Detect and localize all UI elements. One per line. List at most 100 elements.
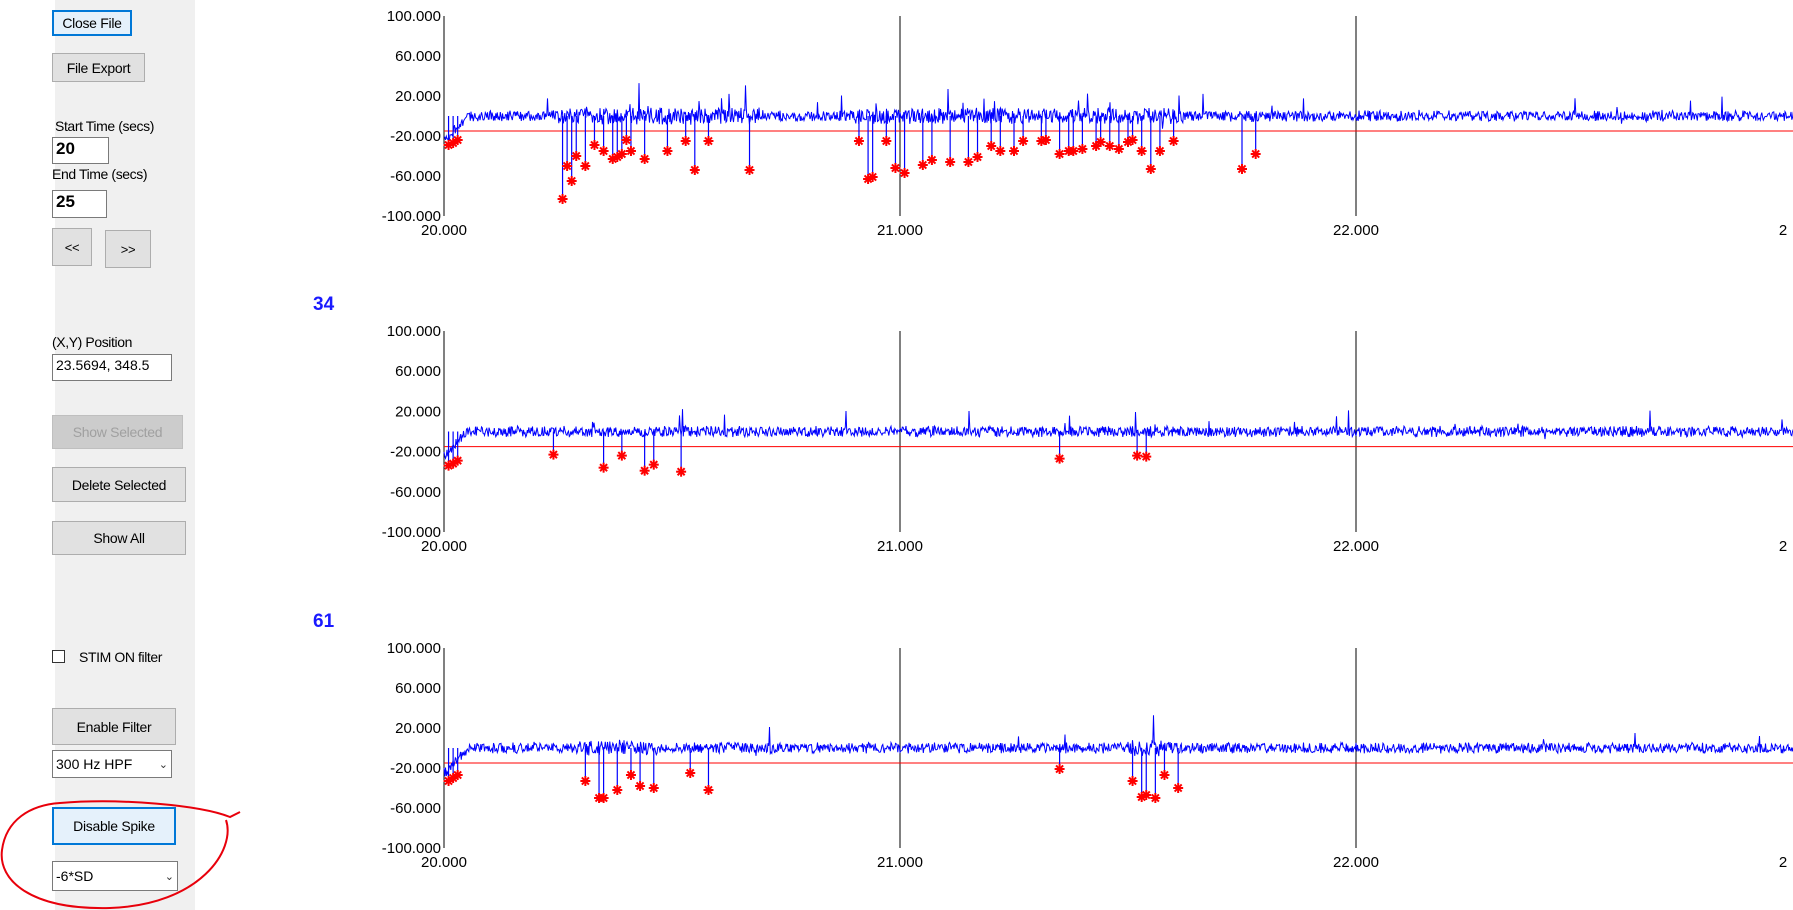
spike-marker[interactable] (616, 149, 627, 159)
spike-marker[interactable] (635, 781, 646, 791)
spike-marker[interactable] (598, 462, 609, 473)
spike-marker[interactable] (625, 146, 636, 156)
spike-marker[interactable] (443, 140, 454, 150)
close-file-button[interactable]: Close File (52, 10, 132, 36)
spike-marker[interactable] (562, 161, 573, 171)
spike-marker[interactable] (676, 466, 687, 477)
y-tick-label: 60.000 (395, 48, 441, 65)
spike-marker[interactable] (1154, 146, 1165, 156)
spike-marker[interactable] (853, 136, 864, 146)
file-export-button[interactable]: File Export (52, 53, 145, 82)
spike-marker[interactable] (648, 783, 659, 793)
spike-marker[interactable] (452, 770, 463, 780)
spike-marker[interactable] (945, 157, 956, 167)
spike-marker[interactable] (625, 770, 636, 780)
spike-marker[interactable] (995, 146, 1006, 156)
spike-marker[interactable] (580, 161, 591, 171)
plot-channel-34[interactable]: 34 100.000 60.000 20.000 -20.000 -60.000 -100.… (313, 294, 1793, 555)
spike-marker[interactable] (986, 141, 997, 151)
spike-marker[interactable] (881, 136, 892, 146)
spike-marker[interactable] (689, 165, 700, 175)
spike-marker[interactable] (685, 768, 696, 778)
spike-marker[interactable] (1054, 149, 1065, 159)
spike-marker[interactable] (580, 776, 591, 786)
spike-marker[interactable] (1141, 790, 1152, 800)
spike-marker[interactable] (1040, 135, 1051, 145)
spike-marker[interactable] (744, 165, 755, 175)
spike-marker[interactable] (1173, 783, 1184, 793)
spike-marker[interactable] (963, 157, 974, 167)
show-all-button[interactable]: Show All (52, 521, 186, 555)
spike-marker[interactable] (566, 176, 577, 186)
x-tick-label: 20.000 (421, 222, 467, 239)
spike-marker[interactable] (1068, 146, 1079, 156)
spike-marker[interactable] (1054, 453, 1065, 464)
spike-marker[interactable] (612, 785, 623, 795)
spike-marker[interactable] (703, 136, 714, 146)
spike-marker[interactable] (548, 449, 559, 460)
chevron-down-icon: ⌄ (158, 758, 168, 771)
spike-marker[interactable] (1150, 793, 1161, 803)
spike-marker[interactable] (616, 450, 627, 461)
plot-channel-top[interactable]: 100.000 60.000 20.000 -20.000 -60.000 -100.00… (382, 8, 1793, 239)
end-time-label: End Time (secs) (52, 166, 148, 182)
show-selected-button[interactable]: Show Selected (52, 415, 183, 449)
spike-marker[interactable] (1018, 136, 1029, 146)
spike-marker[interactable] (598, 146, 609, 156)
spike-marker[interactable] (972, 152, 983, 162)
spike-marker[interactable] (639, 465, 650, 476)
spike-marker[interactable] (1132, 450, 1143, 461)
spike-marker[interactable] (1159, 770, 1170, 780)
delete-selected-button[interactable]: Delete Selected (52, 467, 186, 502)
spike-marker[interactable] (1127, 776, 1138, 786)
spike-marker[interactable] (1136, 146, 1147, 156)
spike-marker[interactable] (1250, 149, 1261, 159)
spike-marker[interactable] (926, 155, 937, 165)
previous-window-button[interactable]: << (52, 228, 92, 266)
y-tick-label: -60.000 (390, 168, 441, 185)
spike-marker[interactable] (648, 459, 659, 470)
spike-marker[interactable] (680, 136, 691, 146)
spike-marker[interactable] (917, 160, 928, 170)
spike-marker[interactable] (1113, 144, 1124, 154)
y-tick-label: 20.000 (395, 403, 441, 420)
spike-marker[interactable] (452, 135, 463, 145)
spike-marker[interactable] (1077, 144, 1088, 154)
y-tick-label: -20.000 (390, 760, 441, 777)
spike-marker[interactable] (639, 154, 650, 164)
signal-trace (443, 715, 1793, 777)
spike-marker[interactable] (1141, 451, 1152, 462)
spike-marker[interactable] (1095, 137, 1106, 147)
spike-marker[interactable] (571, 151, 582, 161)
spike-marker[interactable] (867, 172, 878, 182)
signal-trace (443, 409, 1793, 461)
spike-marker[interactable] (890, 163, 901, 173)
spike-marker[interactable] (621, 135, 632, 145)
spike-marker[interactable] (662, 146, 673, 156)
spike-marker[interactable] (1127, 135, 1138, 145)
spike-marker[interactable] (1168, 136, 1179, 146)
spike-marker[interactable] (598, 793, 609, 803)
filter-type-dropdown[interactable]: 300 Hz HPF ⌄ (52, 750, 172, 778)
spike-marker[interactable] (452, 455, 463, 466)
end-time-input[interactable]: 25 (52, 190, 107, 218)
spike-marker[interactable] (1104, 141, 1115, 151)
start-time-input[interactable]: 20 (52, 137, 109, 164)
stim-on-filter-checkbox[interactable] (52, 650, 65, 663)
plot-channel-61[interactable]: 61 100.000 60.000 20.000 -20.000 -60.000 -100.… (313, 611, 1793, 871)
spike-marker[interactable] (1009, 146, 1019, 156)
spike-marker[interactable] (1145, 164, 1156, 174)
xy-position-label: (X,Y) Position (52, 334, 132, 350)
spike-marker[interactable] (589, 140, 600, 150)
spike-marker[interactable] (557, 194, 568, 204)
enable-filter-button[interactable]: Enable Filter (52, 708, 176, 745)
spike-marker[interactable] (703, 785, 714, 795)
y-tick-label: -20.000 (390, 128, 441, 145)
y-tick-label: 20.000 (395, 720, 441, 737)
spike-marker[interactable] (1054, 764, 1065, 774)
next-window-button[interactable]: >> (105, 230, 151, 268)
x-tick-label: 20.000 (421, 538, 467, 555)
spike-marker[interactable] (899, 168, 910, 178)
spike-marker[interactable] (1237, 164, 1247, 174)
